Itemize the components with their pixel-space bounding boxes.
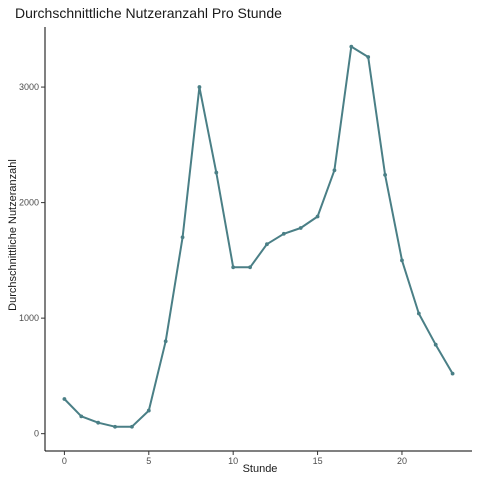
data-point	[281, 231, 286, 236]
data-point	[450, 371, 455, 376]
data-point	[130, 424, 134, 429]
data-point	[383, 172, 387, 177]
y-tick-label: 0	[34, 429, 39, 439]
data-point	[197, 85, 202, 89]
data-point	[113, 424, 117, 429]
data-point	[214, 170, 219, 175]
data-point	[163, 339, 168, 344]
data-point	[433, 342, 438, 347]
data-point	[79, 414, 84, 419]
data-point	[298, 226, 303, 230]
data-point	[62, 397, 67, 401]
chart-title: Durchschnittliche Nutzeranzahl Pro Stund…	[15, 5, 282, 21]
y-tick-label: 3000	[19, 82, 39, 92]
x-tick-label: 10	[228, 456, 238, 466]
data-point	[248, 265, 252, 270]
y-axis-title: Durchschnittliche Nutzeranzahl	[7, 159, 19, 311]
data-point	[366, 55, 371, 59]
data-point	[400, 258, 404, 263]
x-tick-label: 15	[313, 456, 323, 466]
x-tick-label: 20	[397, 456, 407, 466]
data-point	[96, 420, 101, 425]
data-point	[332, 168, 337, 173]
x-axis-title: Stunde	[243, 463, 278, 475]
x-tick-label: 5	[146, 456, 151, 466]
data-point	[416, 311, 421, 316]
data-point	[180, 235, 185, 240]
data-point	[231, 265, 236, 270]
data-point	[315, 214, 320, 219]
series-line	[63, 45, 454, 428]
data-point	[265, 242, 269, 247]
y-tick-label: 1000	[19, 313, 39, 323]
y-tick-label: 2000	[19, 198, 39, 208]
data-point	[349, 44, 354, 49]
data-point	[146, 408, 151, 413]
plot-area: 0 5 10 15 20 0 1000 2000 3000	[19, 27, 472, 466]
x-tick-label: 0	[62, 456, 67, 466]
